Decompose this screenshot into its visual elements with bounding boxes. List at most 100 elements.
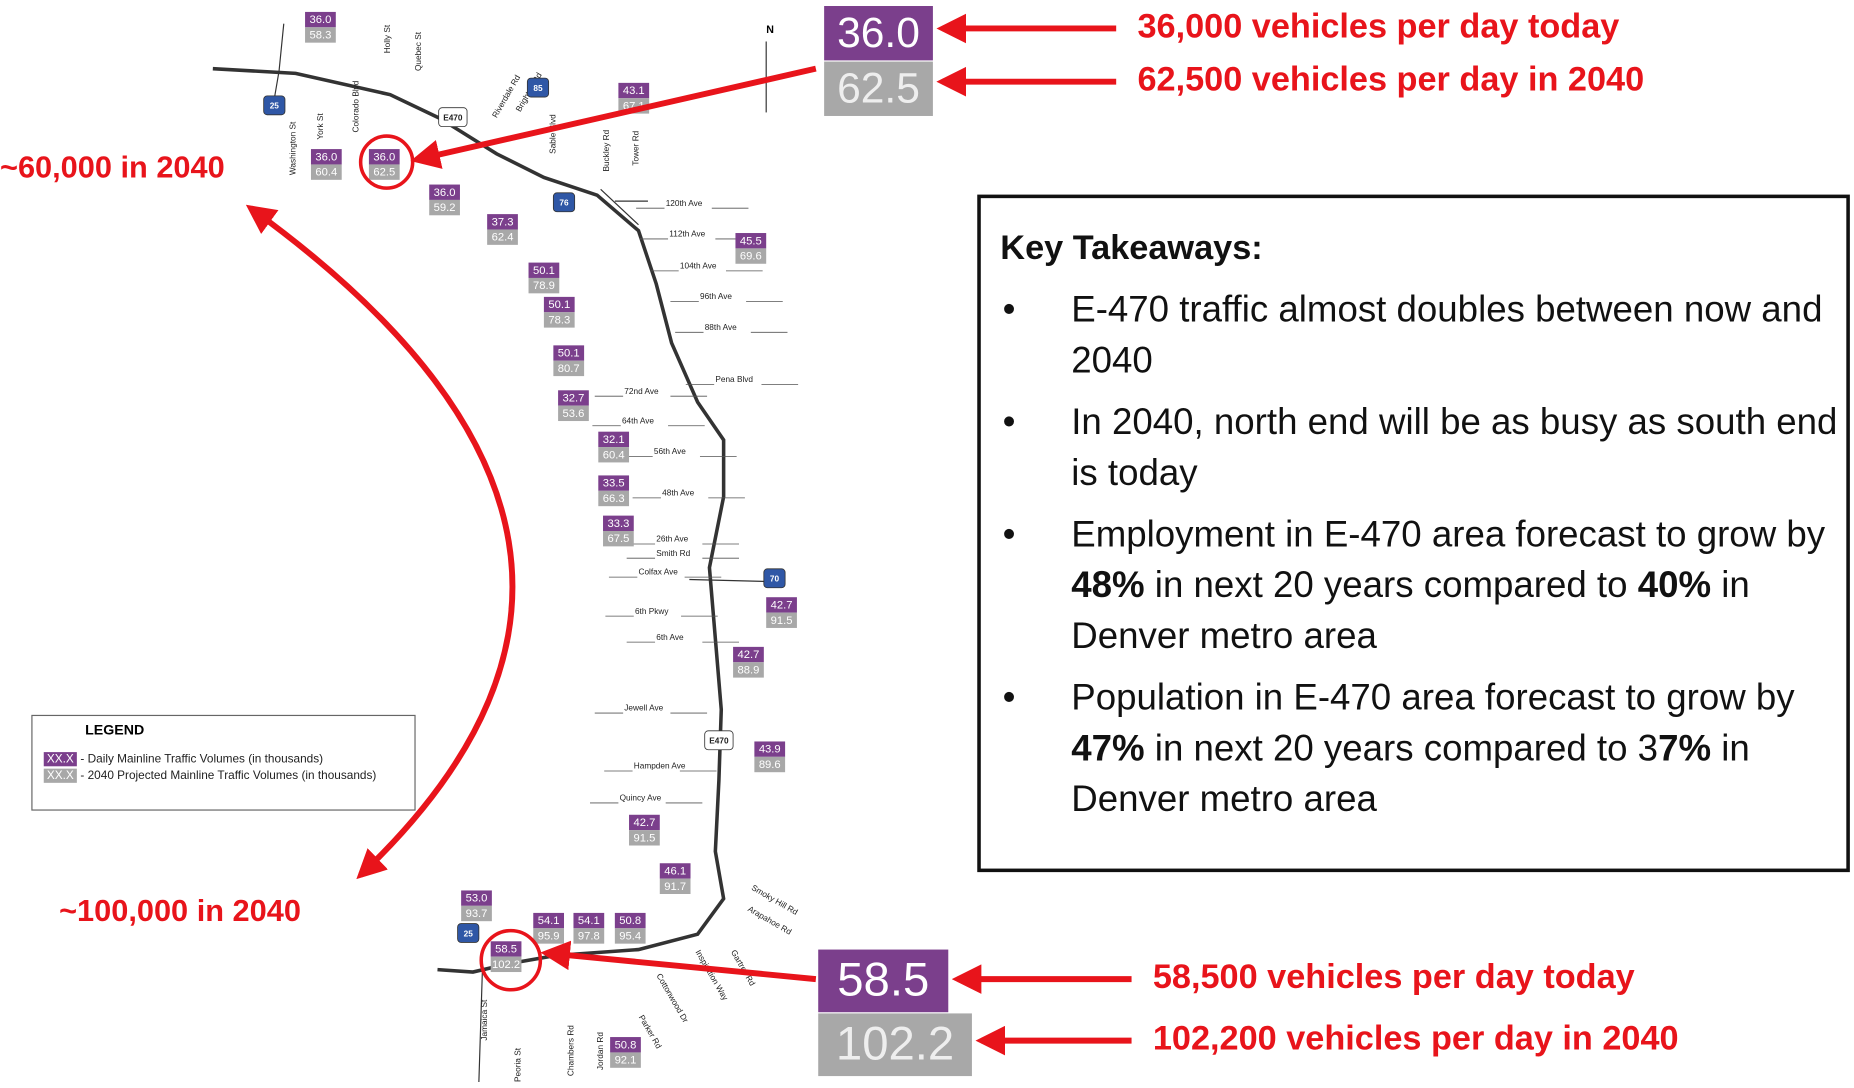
volume-today-bg — [766, 597, 797, 613]
road-label: Gartrell Rd — [729, 948, 757, 987]
shield-label: 76 — [559, 199, 569, 208]
road-label: Holly St — [383, 24, 392, 53]
volume-2040: 60.4 — [603, 449, 625, 461]
bullet-text: in next 20 years compared to — [1144, 564, 1638, 606]
street-label-bg — [703, 322, 751, 334]
road-label: Inspiration Way — [694, 948, 731, 1002]
bullet-text: Employment in E-470 area forecast to gro… — [1071, 513, 1826, 555]
street-label-bg — [714, 374, 762, 386]
volume-today: 36.0 — [373, 151, 395, 163]
volume-today: 32.7 — [563, 393, 585, 405]
street-label-bg — [660, 488, 709, 500]
highlight-circle — [479, 928, 543, 992]
road-label: Tower Rd — [631, 130, 640, 165]
volume-2040: 91.5 — [771, 615, 793, 627]
volume-2040: 67.5 — [607, 533, 629, 545]
road-label: Peoria St — [513, 1047, 522, 1082]
volume-2040: 59.2 — [434, 202, 456, 214]
volume-2040-bg — [573, 928, 605, 944]
street-label: 120th Ave — [666, 199, 703, 208]
volume-today-bg — [543, 296, 575, 313]
volume-2040-bg — [629, 830, 660, 846]
street-label: 48th Ave — [662, 489, 694, 498]
volume-2040-bg — [305, 27, 336, 43]
road-label: Jamaica St — [480, 999, 489, 1041]
takeaways-title: Key Takeaways: — [1000, 229, 1263, 268]
street-label: 96th Ave — [700, 292, 732, 301]
road-label: York St — [316, 113, 325, 140]
shield — [704, 730, 734, 751]
volume-2040: 62.5 — [373, 167, 395, 179]
volume-2040: 80.7 — [558, 363, 580, 375]
street-label: Hampden Ave — [634, 762, 686, 771]
shield-label: 70 — [770, 575, 780, 584]
bullet-text: in Denver metro area — [1071, 564, 1750, 657]
volume-today: 54.1 — [578, 915, 600, 927]
street-label-bg — [637, 567, 685, 579]
volume-2040: 102.2 — [492, 959, 520, 971]
volume-today-bg — [573, 912, 605, 929]
road-label: Cottonwood Dr — [654, 972, 689, 1024]
volume-today-bg — [735, 233, 767, 249]
street-label: Colfax Ave — [638, 568, 678, 577]
volume-2040-bg — [754, 756, 786, 773]
volume-2040: 69.6 — [740, 251, 762, 263]
street-label: 104th Ave — [680, 262, 717, 271]
volume-2040: 93.7 — [466, 908, 488, 920]
volume-2040: 66.3 — [603, 493, 625, 505]
bullet-text: In 2040, north end will be as busy as so… — [1071, 400, 1838, 494]
highlight-circle — [358, 134, 415, 190]
volume-today: 43.9 — [759, 744, 781, 756]
volume-today-bg — [598, 475, 630, 491]
street-label-bg — [632, 761, 680, 773]
e470-route — [212, 66, 726, 974]
shield-label: 85 — [533, 84, 543, 93]
callout-today-bg — [818, 949, 949, 1013]
volume-today-bg — [533, 912, 565, 929]
street-label-bg — [698, 292, 747, 303]
street-label: 64th Ave — [622, 416, 654, 425]
volume-today: 50.1 — [533, 265, 555, 277]
volume-today-bg — [487, 214, 518, 230]
bullet-text: E-470 traffic almost doubles between now… — [1071, 288, 1823, 381]
arrow — [410, 65, 817, 169]
volume-2040-bg — [603, 530, 634, 547]
legend-text: - Daily Mainline Traffic Volumes (in tho… — [80, 751, 323, 765]
volume-today-bg — [553, 345, 585, 361]
shield-label: E470 — [709, 737, 729, 746]
callout-today-text: 36,000 vehicles per day today — [1137, 8, 1619, 46]
volume-today-bg — [618, 82, 650, 99]
road-label: Riverdale Rd — [491, 73, 523, 119]
bullet-text: 7% — [1658, 727, 1712, 769]
bullet-text: 48% — [1071, 564, 1145, 606]
road-label: Sable Blvd — [549, 114, 558, 154]
road-label: Buckley Rd — [602, 129, 611, 171]
volume-today: 37.3 — [492, 216, 514, 228]
volume-today: 54.1 — [538, 915, 560, 927]
street-label: Quincy Ave — [620, 794, 662, 803]
volume-2040-bg — [487, 229, 518, 245]
bullet-list: E-470 traffic almost doubles between now… — [1000, 284, 1842, 824]
callout-2040: 62.5 — [837, 64, 920, 112]
volume-today-bg — [490, 941, 522, 957]
volume-today: 46.1 — [664, 865, 686, 877]
callout-2040-text: 102,200 vehicles per day in 2040 — [1153, 1020, 1679, 1058]
volume-today-bg — [429, 184, 460, 200]
takeaways: Key Takeaways: E-470 traffic almost doub… — [1000, 227, 1842, 865]
volume-2040: 95.9 — [538, 931, 560, 943]
shield-label: 25 — [464, 929, 474, 938]
callout-today-text: 58,500 vehicles per day today — [1153, 958, 1635, 996]
callout-2040: 102.2 — [836, 1018, 954, 1071]
shield-label: E470 — [443, 114, 463, 123]
road-label: Chambers Rd — [566, 1025, 575, 1076]
legend-text: - 2040 Projected Mainline Traffic Volume… — [80, 768, 376, 782]
road-label: Washington St — [289, 121, 298, 175]
street-label-bg — [678, 261, 726, 273]
callout-2040-text: 62,500 vehicles per day in 2040 — [1137, 61, 1644, 99]
volume-today-bg — [629, 814, 660, 831]
volume-2040: 58.3 — [310, 30, 332, 42]
shield — [552, 192, 576, 213]
volume-today: 42.7 — [633, 817, 655, 829]
volume-2040-bg — [610, 1052, 641, 1068]
street-label: 88th Ave — [705, 323, 737, 332]
